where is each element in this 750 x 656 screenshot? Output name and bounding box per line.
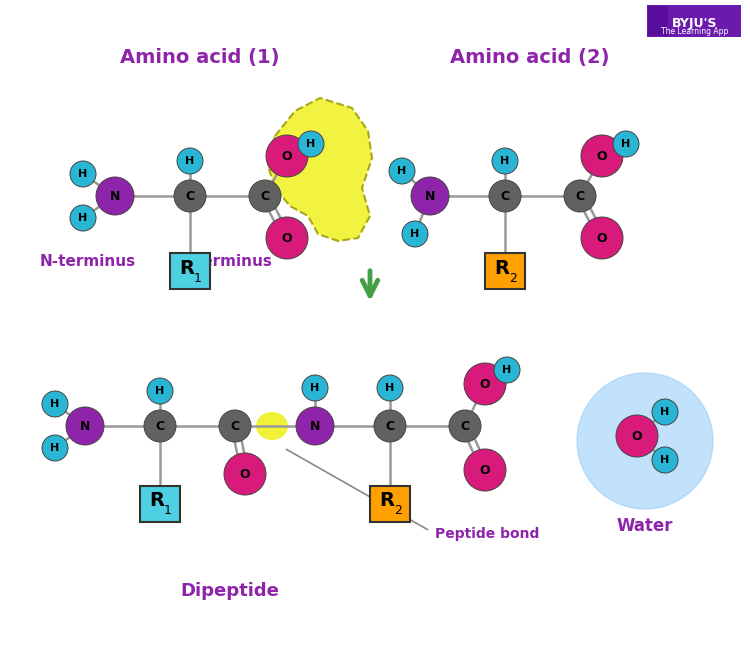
Text: C-terminus: C-terminus (178, 253, 272, 268)
Text: C: C (500, 190, 509, 203)
Text: H: H (310, 383, 320, 393)
Circle shape (494, 357, 520, 383)
Circle shape (613, 131, 639, 157)
Text: H: H (410, 229, 420, 239)
Text: H: H (398, 166, 406, 176)
Ellipse shape (256, 412, 288, 440)
Text: O: O (240, 468, 250, 480)
Text: C: C (230, 419, 239, 432)
Text: C: C (386, 419, 394, 432)
Text: N-terminus: N-terminus (40, 253, 136, 268)
Text: H: H (78, 213, 88, 223)
FancyBboxPatch shape (370, 486, 410, 522)
Text: 2: 2 (509, 272, 517, 285)
Circle shape (42, 435, 68, 461)
Circle shape (249, 180, 281, 212)
Circle shape (489, 180, 521, 212)
Circle shape (224, 453, 266, 495)
Text: H: H (78, 169, 88, 179)
Circle shape (377, 375, 403, 401)
Text: H: H (185, 156, 195, 166)
Circle shape (464, 363, 506, 405)
Circle shape (266, 135, 308, 177)
Circle shape (177, 148, 203, 174)
Text: The Learning App: The Learning App (662, 28, 729, 37)
Circle shape (147, 378, 173, 404)
FancyBboxPatch shape (170, 253, 210, 289)
Circle shape (144, 410, 176, 442)
Text: H: H (386, 383, 394, 393)
Text: O: O (282, 232, 292, 245)
Text: C: C (460, 419, 470, 432)
Text: O: O (597, 232, 608, 245)
FancyBboxPatch shape (647, 5, 741, 37)
Text: H: H (306, 139, 316, 149)
Text: C: C (155, 419, 164, 432)
Circle shape (266, 217, 308, 259)
Polygon shape (268, 98, 372, 241)
Circle shape (492, 148, 518, 174)
Text: R: R (179, 258, 194, 277)
Circle shape (42, 391, 68, 417)
Circle shape (581, 217, 623, 259)
Text: O: O (632, 430, 642, 443)
Text: Dipeptide: Dipeptide (181, 582, 280, 600)
Circle shape (577, 373, 713, 509)
FancyBboxPatch shape (485, 253, 525, 289)
Text: N: N (110, 190, 120, 203)
Circle shape (219, 410, 251, 442)
Text: N: N (424, 190, 435, 203)
Text: R: R (494, 258, 509, 277)
Text: H: H (660, 455, 670, 465)
Text: O: O (282, 150, 292, 163)
Circle shape (174, 180, 206, 212)
Text: 1: 1 (194, 272, 202, 285)
Circle shape (411, 177, 449, 215)
Text: O: O (480, 377, 490, 390)
Circle shape (616, 415, 658, 457)
Circle shape (652, 399, 678, 425)
Text: C: C (185, 190, 194, 203)
Text: R: R (149, 491, 164, 510)
Text: H: H (503, 365, 512, 375)
Circle shape (298, 131, 324, 157)
Circle shape (302, 375, 328, 401)
Text: O: O (480, 464, 490, 476)
Text: BYJU'S: BYJU'S (672, 16, 718, 30)
Circle shape (389, 158, 415, 184)
Text: Water: Water (616, 517, 674, 535)
Text: C: C (575, 190, 584, 203)
Text: H: H (500, 156, 510, 166)
FancyBboxPatch shape (648, 6, 668, 36)
Text: Amino acid (1): Amino acid (1) (120, 49, 280, 68)
Circle shape (66, 407, 104, 445)
Text: C: C (260, 190, 269, 203)
Text: H: H (50, 443, 60, 453)
Text: N: N (310, 419, 320, 432)
Circle shape (564, 180, 596, 212)
Text: H: H (155, 386, 165, 396)
FancyBboxPatch shape (140, 486, 180, 522)
Text: R: R (380, 491, 394, 510)
Circle shape (70, 205, 96, 231)
Text: N: N (80, 419, 90, 432)
Circle shape (96, 177, 134, 215)
Circle shape (652, 447, 678, 473)
Text: O: O (597, 150, 608, 163)
Circle shape (402, 221, 428, 247)
Text: Peptide bond: Peptide bond (435, 527, 539, 541)
Circle shape (464, 449, 506, 491)
Circle shape (581, 135, 623, 177)
Circle shape (449, 410, 481, 442)
Text: 1: 1 (164, 504, 172, 518)
Text: H: H (621, 139, 631, 149)
Text: Amino acid (2): Amino acid (2) (450, 49, 610, 68)
Circle shape (296, 407, 334, 445)
Circle shape (70, 161, 96, 187)
Text: H: H (50, 399, 60, 409)
Circle shape (374, 410, 406, 442)
Text: H: H (660, 407, 670, 417)
Text: 2: 2 (394, 504, 402, 518)
